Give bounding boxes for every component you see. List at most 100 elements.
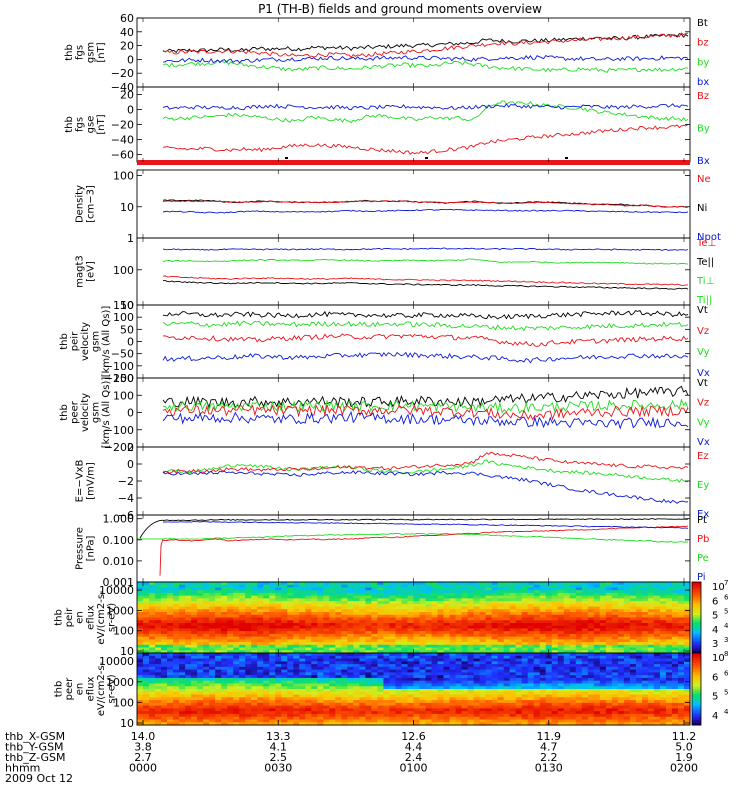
y-tick-label: 20: [120, 89, 134, 102]
x-tick-label: 13.3: [266, 730, 291, 743]
y-axis-label-line: E=−VxB: [75, 460, 86, 503]
y-axis-label-line: thb: [59, 333, 70, 350]
y-tick-label: 150: [113, 299, 134, 312]
x-tick-label: 2.4: [405, 751, 423, 764]
y-tick-label: 0: [127, 458, 134, 471]
y-axis-label-line: thb: [59, 404, 70, 421]
x-tick-label: 11.2: [672, 730, 697, 743]
y-axis-label-line: eflux: [85, 677, 96, 702]
y-axis-label-line: peir: [70, 331, 81, 351]
y-tick-label: −40: [111, 134, 134, 147]
y-axis-label-line: gsm: [85, 42, 96, 63]
series-line-green: [162, 459, 689, 483]
x-tick-label: 12.6: [401, 730, 426, 743]
colorbar-tick: 10: [712, 582, 725, 593]
legend-label: Vx: [697, 368, 710, 379]
legend-label: Pb: [697, 534, 709, 545]
y-axis-label-line: peer: [70, 400, 81, 424]
y-axis-label-line: eV/(cm2-s-: [96, 590, 107, 645]
y-tick-label: 60: [120, 12, 134, 25]
y-axis-label-line: gsm: [91, 331, 102, 352]
x-row-label: hhmm: [5, 762, 40, 775]
series-line-blue: [162, 351, 689, 364]
y-tick-label: −6: [118, 509, 134, 522]
panel-frame: [136, 514, 691, 583]
series-line-black: [139, 519, 164, 539]
legend-label: Ti||: [696, 295, 712, 306]
colorbar-tick-exponent: 6: [724, 593, 729, 601]
legend-label: Te||: [696, 257, 714, 268]
series-line-black: [162, 310, 689, 320]
legend-label: bz: [697, 38, 709, 49]
y-axis-label-line: [nT]: [96, 42, 107, 62]
colorbar-tick: 10: [712, 653, 725, 664]
colorbar-tick: 3: [712, 639, 718, 650]
y-axis-label: magt3 [eV]: [75, 255, 97, 288]
legend-label: Ey: [697, 480, 709, 491]
colorbar-tick: 6: [712, 672, 718, 683]
y-tick-label: 1.000: [103, 513, 135, 526]
y-axis-label-line: [eV]: [85, 261, 96, 282]
y-tick-label: 10: [120, 201, 134, 214]
y-axis-label: E=−VxB [mV/m]: [75, 460, 97, 503]
y-tick-label: 0: [127, 407, 134, 420]
colorbar-tick-exponent: 5: [724, 689, 728, 697]
series-line-red: [162, 525, 689, 542]
y-tick-label: 100: [113, 389, 134, 402]
y-axis-label-line: gse: [85, 116, 96, 134]
x-tick-label: 0000: [129, 762, 157, 775]
y-tick-label: 10: [120, 645, 134, 658]
y-axis-label-line: [km/s (All Qs)]: [101, 306, 112, 378]
x-tick-label: 3.8: [134, 741, 152, 754]
y-tick-label: −20: [111, 119, 134, 132]
y-tick-label: 200: [113, 372, 134, 385]
x-row-label: thb_Y-GSM: [5, 741, 64, 754]
y-axis-label-line: gsm: [91, 402, 102, 423]
y-axis-label-line: fgs: [75, 117, 86, 132]
y-axis-label-line: Pressure: [75, 527, 86, 570]
quality-flag-bar: [137, 157, 690, 165]
legend-label: Vz: [697, 326, 709, 337]
x-tick-label: 2.7: [134, 751, 152, 764]
y-axis-label-line: velocity: [80, 393, 91, 432]
series-line-black: [162, 518, 688, 522]
x-tick-label: 0100: [400, 762, 428, 775]
colorbar-tick: 4: [712, 711, 718, 722]
time-axis: 14.03.82.7000013.34.12.5003012.64.42.401…: [5, 18, 698, 785]
colorbar-tick-exponent: 5: [724, 608, 728, 616]
x-tick-label: 2.5: [270, 751, 288, 764]
y-tick-label: −150: [104, 372, 134, 385]
legend-label: by: [697, 57, 709, 68]
y-tick-label: 10: [120, 299, 134, 312]
y-tick-label: 10: [120, 717, 134, 730]
legend-label: Pi: [697, 572, 706, 583]
x-tick-label: 4.4: [405, 741, 423, 754]
legend-label: Vz: [697, 398, 709, 409]
series-line-black: [162, 385, 689, 409]
y-tick-label: 0.100: [103, 534, 135, 547]
series-line-blue: [162, 410, 689, 430]
series-line-blue: [162, 247, 689, 251]
colorbar-tick: 4: [712, 625, 718, 636]
series-line-blue: [162, 55, 689, 64]
y-axis-label-line: fgs: [75, 45, 86, 60]
series-line-blue: [163, 521, 689, 529]
y-tick-label: −200: [104, 441, 134, 454]
legend-label: Vx: [697, 437, 710, 448]
x-row-label: 2009 Oct 12: [5, 772, 73, 785]
legend-label: Pt: [697, 515, 707, 526]
y-tick-label: 100: [113, 625, 134, 638]
x-tick-label: 2.2: [540, 751, 558, 764]
series-line-black: [162, 33, 689, 54]
series-line-red: [162, 404, 689, 421]
colorbar-9: 10 76 65 54 43 3: [691, 579, 729, 654]
y-axis-label-line: [cm−3]: [85, 185, 96, 223]
y-tick-label: 10000: [99, 584, 134, 597]
y-axis-label-line: en: [75, 683, 86, 696]
colorbar-tick-exponent: 4: [724, 708, 729, 716]
y-axis-label-line: [nT]: [96, 114, 107, 134]
legend-label: By: [697, 124, 710, 135]
series-line-green: [162, 100, 689, 124]
legend-label: Ni: [697, 203, 707, 214]
